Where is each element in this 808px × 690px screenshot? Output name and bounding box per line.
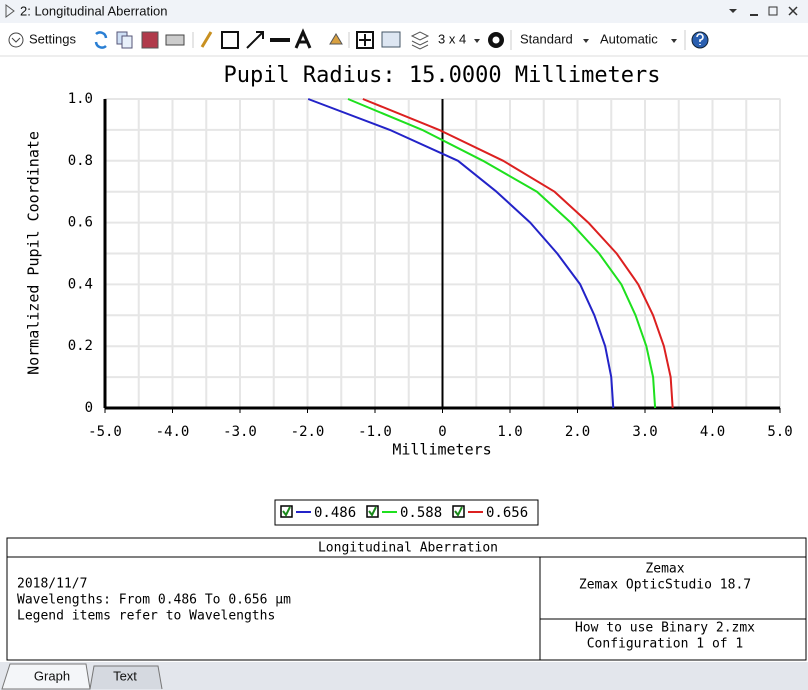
axes: -5.0 -4.0 -3.0 -2.0 -1.0 0 1.0 2.0 3.0 4.0 5.0 0 0.2…: [68, 91, 793, 440]
x-axis-label: Millimeters: [392, 441, 491, 459]
rectangle-icon[interactable]: [221, 31, 239, 49]
y-tick-label: 0.8: [68, 153, 93, 169]
legend: [274, 499, 539, 526]
refresh-icon[interactable]: [94, 31, 108, 49]
legend-checkbox: [452, 505, 465, 518]
info-text: Zemax: [645, 562, 684, 577]
help-icon-glyph: [696, 33, 704, 45]
style-dropdown[interactable]: Standard: [520, 31, 573, 46]
x-tick-label: 3.0: [632, 424, 657, 440]
toolbar-icons: [94, 28, 430, 50]
x-tick-label: -4.0: [156, 424, 190, 440]
dropdown-arrow: [671, 39, 677, 43]
zoom-icon[interactable]: [356, 31, 374, 49]
legend-label: 0.588: [400, 505, 442, 521]
settings-chevron: [11, 37, 21, 43]
maximize-button[interactable]: [768, 6, 778, 16]
settings-icon[interactable]: [8, 32, 24, 48]
layout-dropdown[interactable]: 3 x 4: [438, 31, 466, 46]
x-tick-label: -1.0: [358, 424, 392, 440]
legend-label: 0.656: [486, 505, 528, 521]
annotation-icon[interactable]: [329, 33, 343, 45]
legend-checkbox: [280, 505, 293, 518]
tab[interactable]: [89, 665, 163, 690]
chart-title: Pupil Radius: 15.0000 Millimeters: [223, 63, 660, 88]
info-box: Longitudinal Aberration 2018/11/7 Wavele…: [6, 537, 807, 661]
dropdown-arrow: [474, 39, 480, 43]
layers-icon[interactable]: [410, 31, 430, 50]
print-icon[interactable]: [165, 34, 185, 46]
x-tick-label: -2.0: [291, 424, 325, 440]
scale-dropdown[interactable]: Automatic: [600, 31, 658, 46]
info-header: Longitudinal Aberration: [318, 541, 498, 556]
x-tick-label: 1.0: [497, 424, 522, 440]
legend-checkbox: [366, 505, 379, 518]
x-tick-label: -5.0: [88, 424, 122, 440]
text-icon[interactable]: [294, 28, 312, 49]
legend-check: [282, 506, 291, 517]
info-frame: [6, 537, 807, 661]
series-line: [362, 98, 674, 409]
x-tick-label: 2.0: [565, 424, 590, 440]
window-title: 2: Longitudinal Aberration: [20, 3, 167, 18]
rotate-icon-inner: [492, 36, 500, 44]
info-text: How to use Binary 2.zmx: [575, 621, 755, 636]
y-axis-label: Normalized Pupil Coordinate: [25, 131, 43, 375]
chart: Pupil Radius: 15.0000 Millimeters Millim…: [25, 63, 793, 526]
settings-button[interactable]: Settings: [29, 31, 76, 46]
y-tick-label: 0: [85, 400, 93, 416]
tab[interactable]: [1, 663, 91, 690]
arrow-icon[interactable]: [246, 31, 264, 49]
menu-button[interactable]: [729, 9, 737, 13]
info-text: Wavelengths: From 0.486 To 0.656 µm: [17, 593, 291, 608]
legend-check: [454, 506, 463, 517]
close-button[interactable]: [788, 6, 798, 16]
y-tick-label: 0.6: [68, 215, 93, 231]
x-tick-label: 4.0: [700, 424, 725, 440]
info-text: Configuration 1 of 1: [587, 637, 744, 652]
dropdown-arrow: [583, 39, 589, 43]
copy-icon-back: [121, 35, 133, 49]
series-line: [347, 98, 657, 409]
window-icon-2[interactable]: [381, 31, 401, 48]
info-text: Zemax OpticStudio 18.7: [579, 578, 751, 593]
legend-label: 0.486: [314, 505, 356, 521]
x-tick-label: 5.0: [767, 424, 792, 440]
lines: [307, 98, 674, 409]
window-icon: [5, 4, 15, 18]
y-tick-label: 1.0: [68, 91, 93, 107]
x-tick-label: 0: [438, 424, 446, 440]
tab-label[interactable]: Text: [113, 668, 137, 683]
info-text: Legend items refer to Wavelengths: [17, 609, 275, 624]
y-tick-label: 0.2: [68, 338, 93, 354]
legend-check: [368, 506, 377, 517]
y-tick-label: 0.4: [68, 276, 93, 292]
title-bar: [0, 0, 808, 23]
legend-items: 0.486 0.588 0.656: [280, 505, 528, 521]
x-tick-label: -3.0: [223, 424, 257, 440]
info-text: 2018/11/7: [17, 577, 87, 592]
zoom-icon-cross: [359, 34, 371, 46]
series-line: [307, 98, 615, 409]
pencil-icon[interactable]: [200, 31, 213, 48]
save-icon[interactable]: [141, 31, 159, 49]
tab-label[interactable]: Graph: [34, 668, 70, 683]
